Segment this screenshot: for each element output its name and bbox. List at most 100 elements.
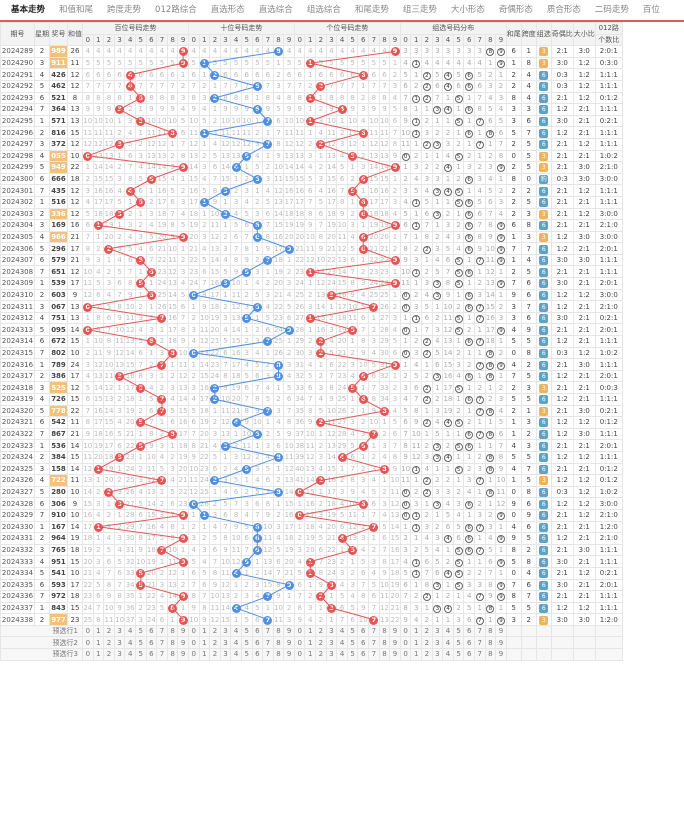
preselect-digit[interactable]: 7 <box>473 648 486 661</box>
preselect-digit[interactable]: 9 <box>177 648 189 661</box>
preselect-digit[interactable]: 8 <box>484 648 497 661</box>
tab-9[interactable]: 大小形态 <box>450 5 485 15</box>
preselect-digit[interactable]: 4 <box>336 636 348 650</box>
preselect-digit[interactable]: 5 <box>134 624 147 638</box>
preselect-digit[interactable]: 6 <box>145 648 158 661</box>
tab-11[interactable]: 质合形态 <box>546 5 581 15</box>
preselect-digit[interactable]: 3 <box>325 624 338 638</box>
preselect-digit[interactable]: 7 <box>262 636 274 650</box>
tab-6[interactable]: 组选综合 <box>306 5 341 15</box>
preselect-digit[interactable]: 0 <box>82 636 94 650</box>
preselect-digit[interactable]: 8 <box>166 636 179 650</box>
preselect-digit[interactable]: 6 <box>251 636 264 650</box>
tab-13[interactable]: 百位 <box>642 5 660 15</box>
preselect-digit[interactable]: 0 <box>293 648 306 661</box>
preselect-digit[interactable]: 9 <box>283 648 295 661</box>
tab-3[interactable]: 012路综合 <box>155 5 197 15</box>
preselect-digit[interactable]: 1 <box>92 624 105 638</box>
preselect-row[interactable]: 预选行3 0 1 2 3 4 5 6 7 8 9 0 1 2 3 4 5 6 7 8 9 0 1 2 3 4 5 6 7 8 9 0 1 2 3 4 5… <box>0 648 623 661</box>
preselect-digit[interactable]: 9 <box>389 648 401 661</box>
preselect-digit[interactable]: 8 <box>378 636 391 650</box>
preselect-digit[interactable]: 8 <box>272 624 285 638</box>
preselect-digit[interactable]: 5 <box>240 624 253 638</box>
preselect-digit[interactable]: 2 <box>421 624 433 638</box>
preselect-digit[interactable]: 4 <box>124 648 136 661</box>
preselect-digit[interactable]: 3 <box>113 648 126 661</box>
preselect-digit[interactable]: 9 <box>283 636 295 650</box>
preselect-digit[interactable]: 0 <box>399 624 412 638</box>
preselect-digit[interactable]: 6 <box>463 636 475 650</box>
preselect-digit[interactable]: 6 <box>357 636 370 650</box>
preselect-row[interactable]: 预选行2 0 1 2 3 4 5 6 7 8 9 0 1 2 3 4 5 6 7 8 9 0 1 2 3 4 5 6 7 8 9 0 1 2 3 4 5… <box>0 636 623 650</box>
preselect-digit[interactable]: 5 <box>240 648 253 661</box>
preselect-digit[interactable]: 1 <box>304 624 317 638</box>
preselect-digit[interactable]: 4 <box>124 624 136 638</box>
preselect-digit[interactable]: 8 <box>484 636 497 650</box>
preselect-digit[interactable]: 1 <box>410 636 422 650</box>
tab-7[interactable]: 和尾走势 <box>354 5 389 15</box>
preselect-digit[interactable]: 2 <box>103 648 115 661</box>
preselect-digit[interactable]: 0 <box>293 624 306 638</box>
preselect-digit[interactable]: 6 <box>463 648 475 661</box>
preselect-digit[interactable]: 0 <box>187 648 200 661</box>
preselect-digit[interactable]: 4 <box>124 636 136 650</box>
preselect-digit[interactable]: 5 <box>346 648 359 661</box>
tab-5[interactable]: 直选综合 <box>258 5 293 15</box>
preselect-digit[interactable]: 3 <box>113 624 126 638</box>
preselect-digit[interactable]: 0 <box>82 648 94 661</box>
preselect-digit[interactable]: 7 <box>262 624 274 638</box>
preselect-digit[interactable]: 9 <box>389 624 401 638</box>
preselect-digit[interactable]: 2 <box>209 648 221 661</box>
preselect-digit[interactable]: 5 <box>240 636 253 650</box>
preselect-digit[interactable]: 2 <box>421 636 433 650</box>
preselect-digit[interactable]: 5 <box>346 624 359 638</box>
preselect-digit[interactable]: 9 <box>177 624 189 638</box>
preselect-digit[interactable]: 6 <box>463 624 475 638</box>
preselect-digit[interactable]: 3 <box>219 624 232 638</box>
preselect-digit[interactable]: 3 <box>431 624 444 638</box>
preselect-digit[interactable]: 4 <box>442 636 454 650</box>
preselect-digit[interactable]: 9 <box>283 624 295 638</box>
preselect-digit[interactable]: 8 <box>378 624 391 638</box>
preselect-digit[interactable]: 0 <box>399 648 412 661</box>
preselect-digit[interactable]: 3 <box>325 648 338 661</box>
preselect-digit[interactable]: 9 <box>177 636 189 650</box>
preselect-digit[interactable]: 3 <box>431 648 444 661</box>
preselect-digit[interactable]: 9 <box>495 648 507 661</box>
preselect-digit[interactable]: 7 <box>156 624 168 638</box>
preselect-digit[interactable]: 0 <box>82 624 94 638</box>
preselect-digit[interactable]: 8 <box>166 624 179 638</box>
preselect-digit[interactable]: 8 <box>484 624 497 638</box>
preselect-digit[interactable]: 1 <box>304 648 317 661</box>
preselect-digit[interactable]: 0 <box>399 636 412 650</box>
tab-0[interactable]: 基本走势 <box>11 5 46 15</box>
preselect-digit[interactable]: 8 <box>378 648 391 661</box>
preselect-digit[interactable]: 7 <box>156 636 168 650</box>
preselect-digit[interactable]: 1 <box>410 624 422 638</box>
preselect-digit[interactable]: 1 <box>198 636 211 650</box>
preselect-digit[interactable]: 7 <box>156 648 168 661</box>
preselect-digit[interactable]: 3 <box>325 636 338 650</box>
preselect-digit[interactable]: 3 <box>219 648 232 661</box>
preselect-digit[interactable]: 1 <box>92 636 105 650</box>
preselect-digit[interactable]: 0 <box>293 636 306 650</box>
preselect-row[interactable]: 预选行1 0 1 2 3 4 5 6 7 8 9 0 1 2 3 4 5 6 7 8 9 0 1 2 3 4 5 6 7 8 9 0 1 2 3 4 5… <box>0 624 623 638</box>
preselect-digit[interactable]: 1 <box>198 648 211 661</box>
preselect-digit[interactable]: 8 <box>166 648 179 661</box>
preselect-digit[interactable]: 1 <box>410 648 422 661</box>
preselect-digit[interactable]: 4 <box>336 648 348 661</box>
preselect-digit[interactable]: 7 <box>368 636 380 650</box>
preselect-digit[interactable]: 3 <box>219 636 232 650</box>
preselect-digit[interactable]: 2 <box>315 636 327 650</box>
tab-12[interactable]: 二码走势 <box>594 5 629 15</box>
preselect-digit[interactable]: 2 <box>421 648 433 661</box>
preselect-digit[interactable]: 7 <box>368 648 380 661</box>
preselect-digit[interactable]: 2 <box>103 624 115 638</box>
preselect-digit[interactable]: 6 <box>251 624 264 638</box>
preselect-digit[interactable]: 6 <box>251 648 264 661</box>
tab-10[interactable]: 奇偶形态 <box>498 5 533 15</box>
tab-2[interactable]: 跨度走势 <box>107 5 142 15</box>
preselect-digit[interactable]: 5 <box>452 624 465 638</box>
preselect-digit[interactable]: 4 <box>442 624 454 638</box>
preselect-digit[interactable]: 7 <box>368 624 380 638</box>
